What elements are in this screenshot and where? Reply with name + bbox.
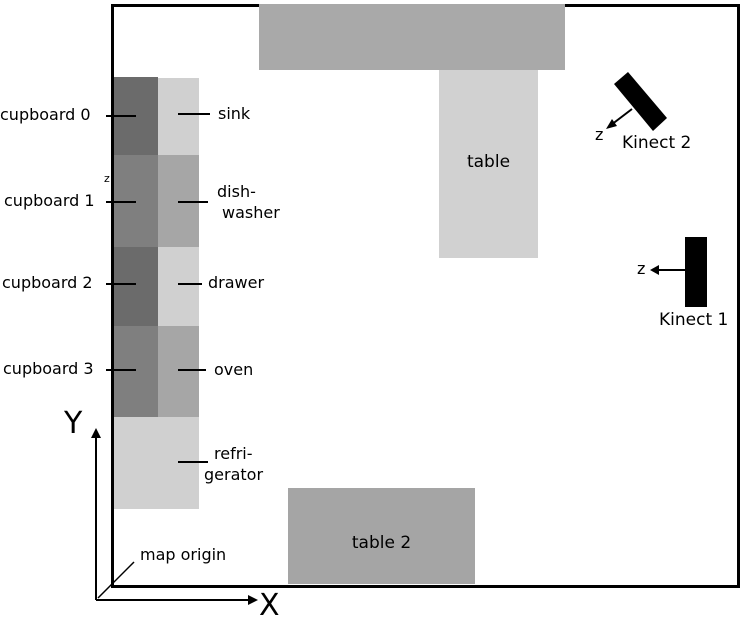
y-axis-label: Y <box>64 406 83 441</box>
y-axis-arrowhead <box>91 428 101 438</box>
sink-tick <box>178 113 210 115</box>
table-label: table <box>466 152 511 172</box>
kinect-2-z-label: z <box>595 125 604 144</box>
drawer-block <box>158 247 199 326</box>
origin-pointer-line <box>97 561 135 599</box>
sink-block <box>158 78 199 155</box>
cupboard-3-block <box>114 326 158 417</box>
cupboard-3-tick <box>106 369 136 371</box>
cupboard-0-tick <box>106 115 136 117</box>
kinect-1-z-arrowhead <box>650 265 659 275</box>
oven-tick <box>178 369 206 371</box>
oven-label: oven <box>214 360 254 379</box>
sink-label: sink <box>218 104 251 123</box>
drawer-label: drawer <box>208 273 265 292</box>
top-table <box>259 4 565 70</box>
x-axis-arrowhead <box>248 595 258 605</box>
cupboard-2-block <box>114 247 158 326</box>
table-center <box>439 70 538 258</box>
cupboard-3-label: cupboard 3 <box>3 359 94 378</box>
kinect-2-sensor <box>614 72 667 131</box>
kinect-2-label: Kinect 2 <box>622 133 692 153</box>
table-2 <box>288 488 475 584</box>
x-axis-label: X <box>259 588 280 623</box>
small-z-mark: z <box>104 172 110 185</box>
dishwasher-label-line1: dish- <box>217 182 256 201</box>
cupboard-1-tick <box>106 201 136 203</box>
dishwasher-label-line2: washer <box>222 203 280 222</box>
cupboard-1-label: cupboard 1 <box>4 191 95 210</box>
kinect-2-z-arrow <box>610 108 633 126</box>
kinect-2-z-arrowhead <box>606 119 617 129</box>
refrigerator-label-line2: gerator <box>204 465 264 484</box>
oven-block <box>158 326 199 417</box>
kinect-1-z-label: z <box>637 259 646 278</box>
refrigerator-label-line1: refri- <box>214 444 253 463</box>
table-2-label: table 2 <box>351 533 412 553</box>
drawer-tick <box>178 283 202 285</box>
refrigerator-tick <box>178 461 208 463</box>
cupboard-2-tick <box>106 283 136 285</box>
kinect-1-sensor <box>685 237 707 307</box>
cupboard-0-label: cupboard 0 <box>0 105 91 124</box>
kinect-1-label: Kinect 1 <box>659 310 729 330</box>
cupboard-2-label: cupboard 2 <box>2 273 93 292</box>
refrigerator-block <box>114 417 199 509</box>
map-origin-label: map origin <box>140 545 227 564</box>
dishwasher-tick <box>178 201 208 203</box>
